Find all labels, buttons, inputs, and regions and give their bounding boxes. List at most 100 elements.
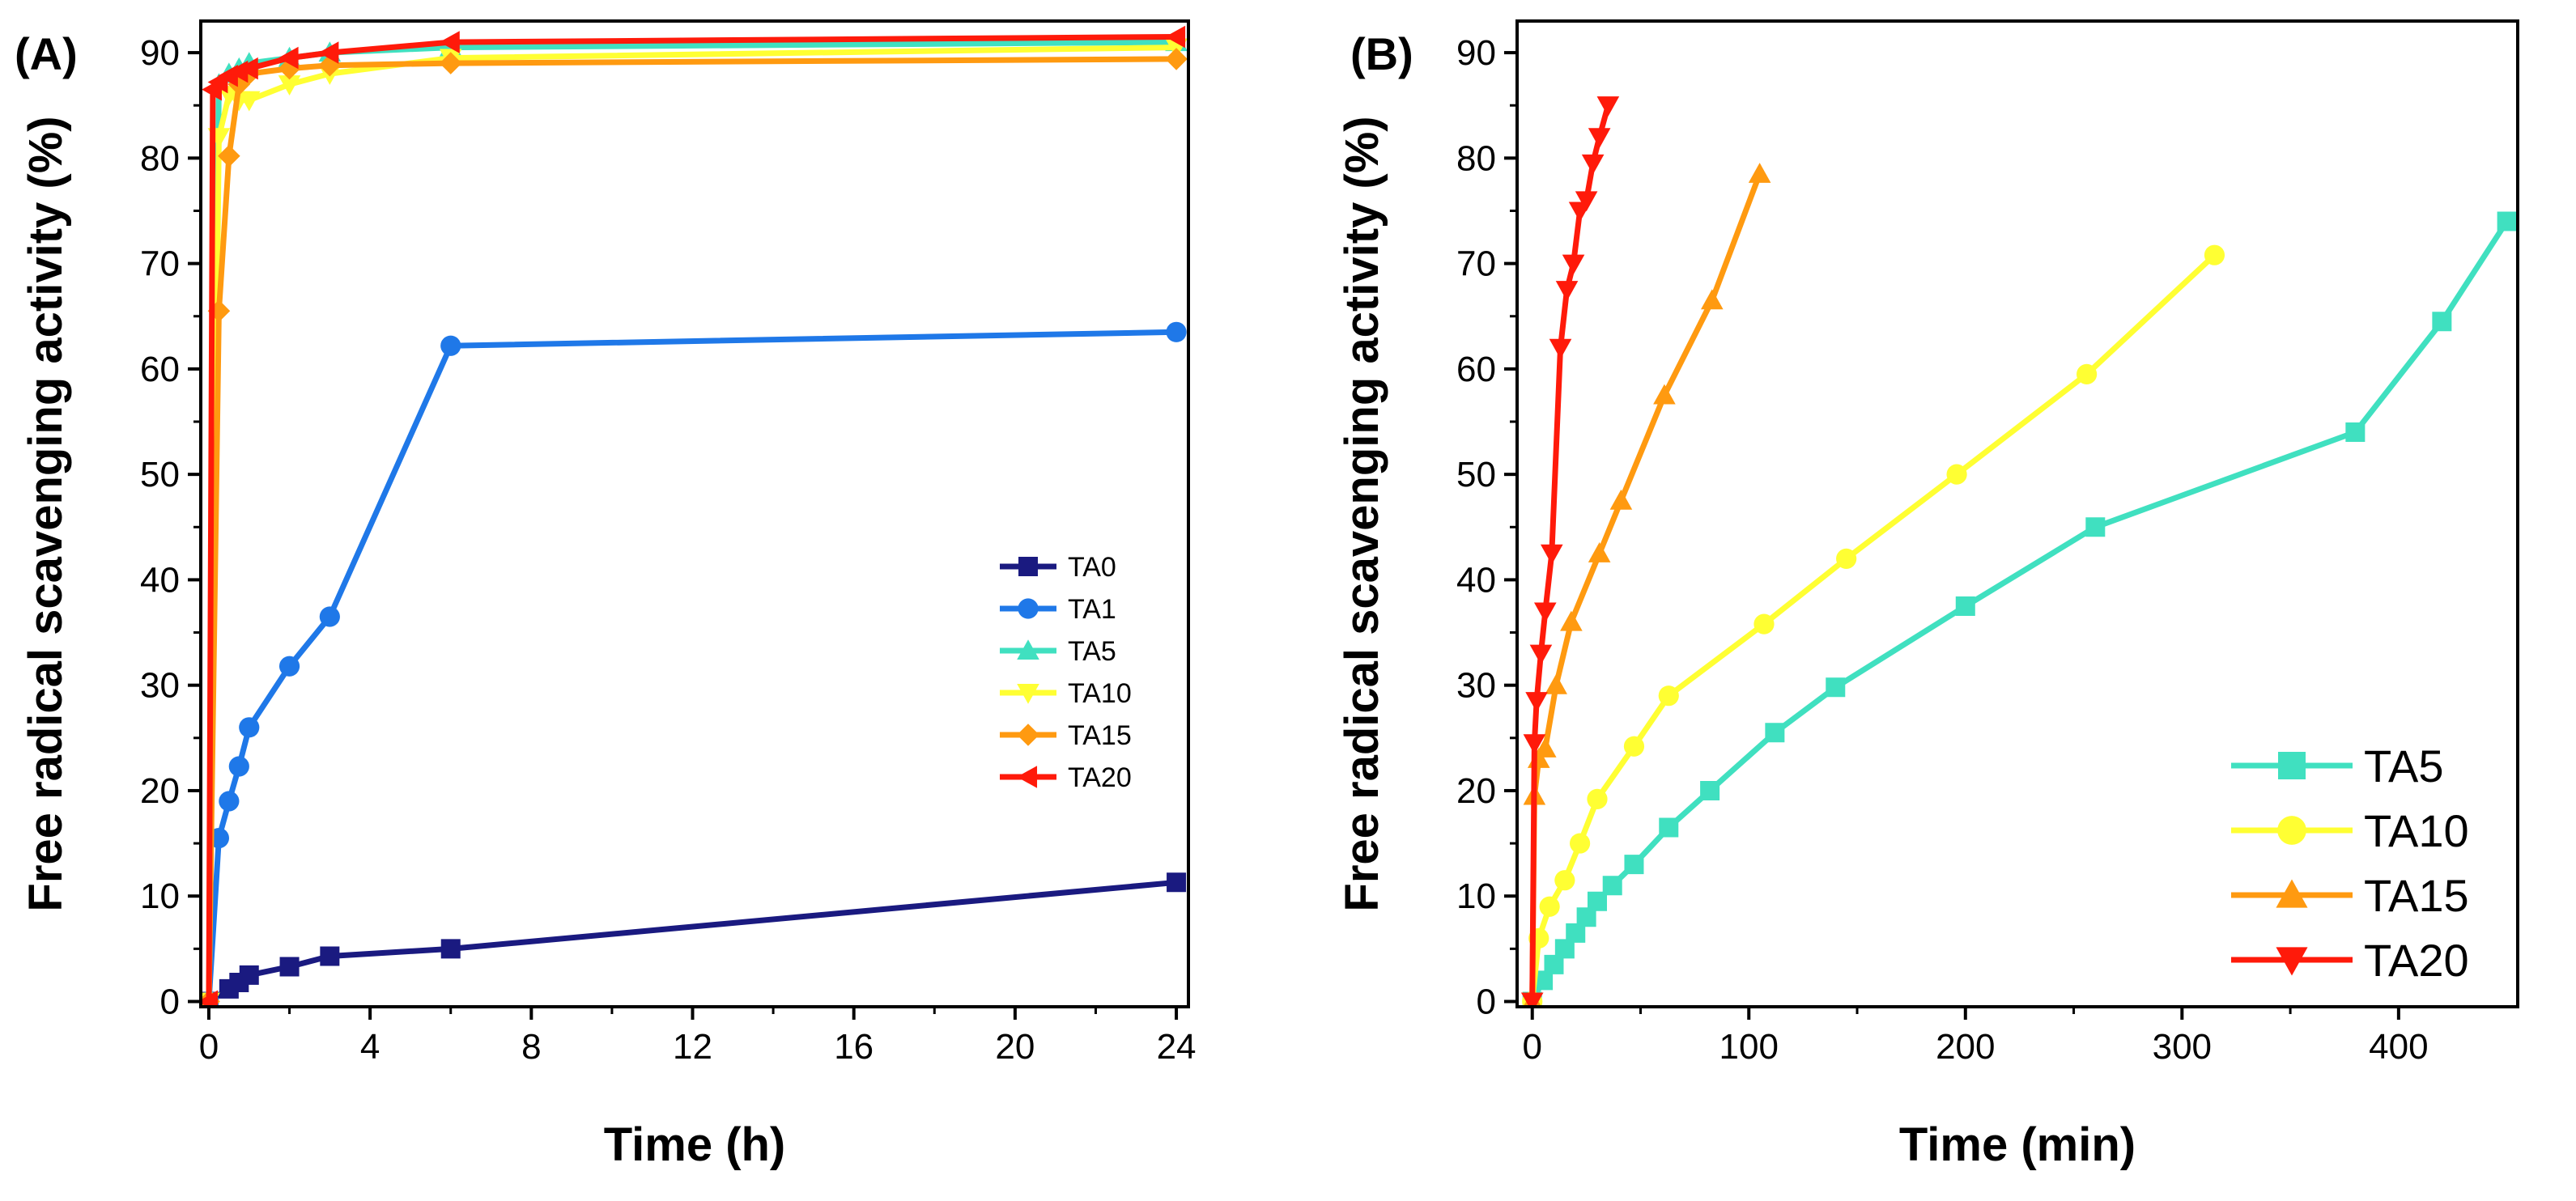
panel-a-x-axis-label: Time (h) (604, 1118, 786, 1171)
legend-marker-ta10 (2277, 816, 2306, 845)
y-tick-label: 0 (1477, 982, 1496, 1021)
x-tick-label: 0 (1522, 1027, 1541, 1067)
data-point-ta5 (1700, 780, 1720, 800)
series-line-ta15 (206, 56, 1177, 1002)
data-point-ta20 (201, 990, 218, 1007)
x-tick-label: 16 (834, 1027, 874, 1067)
data-point-ta1 (228, 756, 249, 777)
data-point-ta20 (1555, 281, 1579, 301)
data-point-ta5 (1765, 723, 1785, 743)
y-tick-label: 20 (140, 771, 180, 811)
series-line-ta10 (1529, 253, 2217, 1002)
x-tick-label: 8 (521, 1027, 541, 1067)
panel-a-plot-frame (199, 19, 1190, 1008)
panel-a-y-axis-label: Free radical scavenging activity (%) (19, 116, 72, 911)
x-tick-label: 0 (199, 1027, 219, 1067)
legend-label-ta15: TA15 (1068, 720, 1132, 751)
y-tick-label: 50 (140, 455, 180, 494)
data-point-ta20 (318, 41, 339, 64)
data-point-ta20 (1533, 602, 1557, 623)
data-point-ta5 (1659, 817, 1679, 838)
y-tick-label: 90 (140, 33, 180, 73)
y-tick-label: 30 (1456, 666, 1496, 706)
legend-marker-ta20 (2276, 947, 2308, 976)
data-point-ta10 (1753, 613, 1775, 634)
legend-label-ta15: TA15 (2364, 870, 2469, 921)
data-point-ta20 (439, 31, 460, 53)
y-tick-label: 10 (140, 876, 180, 916)
data-point-ta5 (1587, 891, 1607, 911)
legend-marker-ta15 (2276, 879, 2308, 908)
data-point-ta10 (1658, 685, 1679, 707)
legend-marker-ta0 (1018, 557, 1038, 576)
legend-marker-ta5 (2278, 752, 2306, 779)
y-tick-label: 60 (1456, 350, 1496, 389)
data-point-ta15 (1560, 610, 1583, 631)
data-point-ta5 (1826, 677, 1846, 698)
panel-a-legend: TA0 TA1 TA5 TA10 TA15 TA20 (1000, 552, 1132, 793)
data-point-ta1 (278, 656, 300, 677)
data-point-ta15 (1545, 673, 1567, 694)
legend-label-ta1: TA1 (1068, 594, 1116, 625)
panel-b-series-group (1520, 96, 2517, 1007)
data-point-ta5 (1566, 923, 1586, 943)
y-tick-label: 80 (1456, 138, 1496, 178)
panel-a-ticks: 0 4 8 12 16 20 24 0 10 20 30 40 50 60 70 80 90 (140, 33, 1196, 1067)
data-point-ta15 (218, 144, 240, 168)
data-point-ta10 (1539, 896, 1560, 917)
legend-label-ta10: TA10 (2364, 805, 2469, 856)
panel-a: (A) 0 4 8 12 16 20 24 0 10 20 30 40 50 60 70 80 90 Time … (15, 19, 1197, 1171)
data-point-ta20 (1549, 338, 1572, 359)
panel-b-ticks: 0 100 200 300 400 0 10 20 30 40 50 60 70 80 90 (1456, 33, 2429, 1067)
data-point-ta20 (1525, 692, 1548, 713)
data-point-ta10 (1623, 736, 1645, 757)
data-point-ta20 (1575, 191, 1598, 212)
data-point-ta15 (1165, 48, 1188, 70)
data-point-ta10 (278, 75, 301, 95)
legend-marker-ta10 (1017, 683, 1039, 704)
series-line-ta5 (206, 39, 1177, 1002)
data-point-ta0 (279, 957, 300, 977)
x-tick-label: 4 (360, 1027, 380, 1067)
data-point-ta15 (1700, 289, 1724, 310)
data-point-ta15 (1588, 542, 1611, 562)
data-point-ta20 (1588, 128, 1611, 149)
data-point-ta5 (1602, 876, 1622, 896)
y-tick-label: 60 (140, 350, 180, 389)
data-point-ta15 (1609, 489, 1633, 510)
series-line-ta1 (206, 329, 1177, 1002)
data-point-ta10 (1836, 548, 1857, 569)
legend-label-ta20: TA20 (1068, 762, 1132, 793)
data-point-ta15 (1653, 384, 1676, 405)
data-point-ta10 (1569, 833, 1591, 854)
y-tick-label: 10 (1456, 876, 1496, 916)
data-point-ta5 (1544, 954, 1564, 974)
legend-marker-ta1 (1018, 598, 1039, 619)
series-line-ta5 (1529, 219, 2510, 1004)
data-point-ta1 (1166, 321, 1187, 342)
data-point-ta1 (319, 606, 340, 627)
data-point-ta10 (1587, 788, 1608, 809)
data-point-ta1 (239, 717, 260, 738)
data-point-ta15 (439, 52, 462, 74)
data-point-ta20 (1523, 734, 1546, 755)
data-point-ta10 (2077, 363, 2098, 384)
data-point-ta1 (219, 791, 240, 812)
data-point-ta5 (1554, 939, 1575, 959)
data-point-ta0 (320, 946, 340, 966)
data-point-ta0 (440, 939, 461, 959)
y-tick-label: 70 (140, 244, 180, 284)
panel-b: (B) 0 100 200 300 400 0 10 20 30 40 50 60 70 80 90 Tim… (1336, 19, 2519, 1171)
panel-b-label: (B) (1350, 28, 1413, 79)
data-point-ta20 (1165, 25, 1186, 49)
legend-label-ta0: TA0 (1068, 552, 1116, 583)
x-tick-label: 20 (995, 1027, 1035, 1067)
data-point-ta5 (1533, 970, 1554, 991)
data-point-ta5 (1955, 596, 1975, 616)
x-tick-label: 100 (1719, 1027, 1779, 1067)
legend-label-ta5: TA5 (1068, 636, 1116, 667)
data-point-ta10 (1554, 870, 1575, 891)
y-tick-label: 90 (1456, 33, 1496, 73)
y-tick-label: 70 (1456, 244, 1496, 284)
